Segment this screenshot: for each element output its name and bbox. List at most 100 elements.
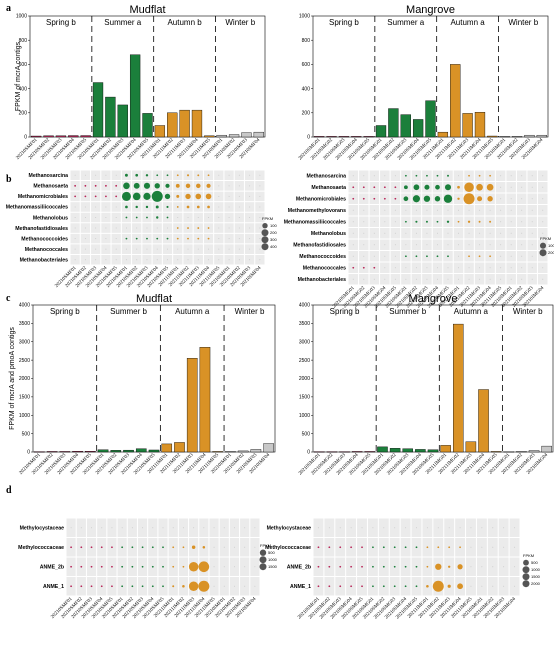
bubble (142, 527, 144, 529)
bubble (405, 244, 407, 246)
bubble (352, 255, 354, 257)
bubble (167, 227, 168, 229)
bubble (363, 209, 365, 211)
bubble (238, 217, 240, 218)
bubble (197, 174, 200, 177)
bubble (105, 206, 107, 208)
bubble (373, 244, 375, 246)
bubble (361, 565, 363, 568)
bubble (510, 232, 512, 234)
bar (314, 451, 325, 453)
bubble (405, 527, 407, 529)
row-label: Methanosaeta (33, 184, 68, 190)
bubble (74, 238, 76, 240)
season-label: Summer b (389, 307, 426, 316)
bar (216, 134, 227, 138)
bar (80, 135, 91, 138)
bubble (394, 244, 396, 246)
row-label: ANME_1 (290, 584, 311, 590)
bubble (254, 585, 256, 587)
bar (129, 54, 141, 138)
bubble (372, 546, 374, 549)
bubble (362, 186, 365, 189)
bubble (437, 546, 440, 549)
bar (487, 135, 498, 138)
bubble (185, 183, 191, 189)
bubble (218, 195, 220, 197)
bar (199, 347, 211, 453)
bubble (198, 580, 210, 592)
bubble (373, 209, 375, 211)
bubble (186, 174, 190, 177)
bubble (403, 196, 409, 202)
bubble (249, 259, 251, 261)
bubble (238, 248, 240, 250)
bubble (531, 175, 533, 177)
bubble (350, 565, 353, 568)
chart-title: Mudflat (129, 4, 165, 16)
bubble (426, 244, 428, 246)
bubble (503, 566, 505, 568)
row-label: Methanosarcina (29, 173, 69, 179)
bubble (156, 259, 158, 261)
bubble (259, 206, 261, 208)
bar (511, 136, 523, 138)
row-label: Methanolobus (311, 231, 346, 237)
bubble (84, 248, 86, 250)
bubble (405, 209, 407, 211)
bubble (156, 216, 159, 219)
bubble (363, 255, 365, 257)
bubble (162, 565, 164, 568)
bubble (151, 565, 154, 568)
bubble (84, 238, 86, 240)
bubble (115, 259, 117, 261)
bubble (84, 259, 86, 261)
bubble (415, 232, 417, 234)
bubble (458, 244, 460, 246)
bubble (195, 193, 202, 200)
bubble (350, 527, 352, 529)
bubble (448, 546, 451, 549)
bubble (121, 585, 124, 588)
bubble (228, 217, 230, 218)
season-label: Spring b (50, 307, 80, 316)
row-label: Methanomassiliicoccales (6, 205, 68, 211)
y-tick-label: 3500 (299, 321, 310, 327)
bubble (196, 183, 201, 189)
bar (462, 113, 473, 138)
bubble (145, 174, 149, 177)
bubble (207, 237, 210, 240)
bubble (352, 186, 355, 189)
bar (167, 112, 178, 138)
bubble (459, 527, 461, 529)
bar (212, 451, 223, 453)
bubble (436, 209, 438, 211)
bar (97, 449, 109, 453)
bubble (105, 227, 107, 229)
bar (161, 443, 173, 453)
legend-value: 1500 (268, 564, 278, 569)
panel-label-b: b (6, 174, 12, 185)
bubble (458, 278, 460, 280)
bubble (383, 186, 386, 189)
legend-value: 500 (268, 550, 275, 555)
bubble (352, 209, 354, 211)
bubble (100, 585, 103, 588)
bubble (186, 205, 190, 209)
bubble (167, 259, 168, 261)
bubble (426, 565, 429, 568)
bubble (443, 194, 453, 203)
bubble (197, 237, 200, 240)
bubble (361, 527, 363, 529)
bubble (206, 183, 211, 188)
bubble (457, 583, 463, 590)
bubble (254, 566, 256, 568)
bubble (339, 565, 342, 568)
bubble (218, 259, 220, 261)
row-label: Methanosarcina (307, 174, 347, 180)
bubble (213, 546, 215, 548)
bar (351, 136, 362, 138)
bar (440, 445, 451, 453)
bubble (152, 527, 154, 529)
bar (204, 135, 215, 138)
